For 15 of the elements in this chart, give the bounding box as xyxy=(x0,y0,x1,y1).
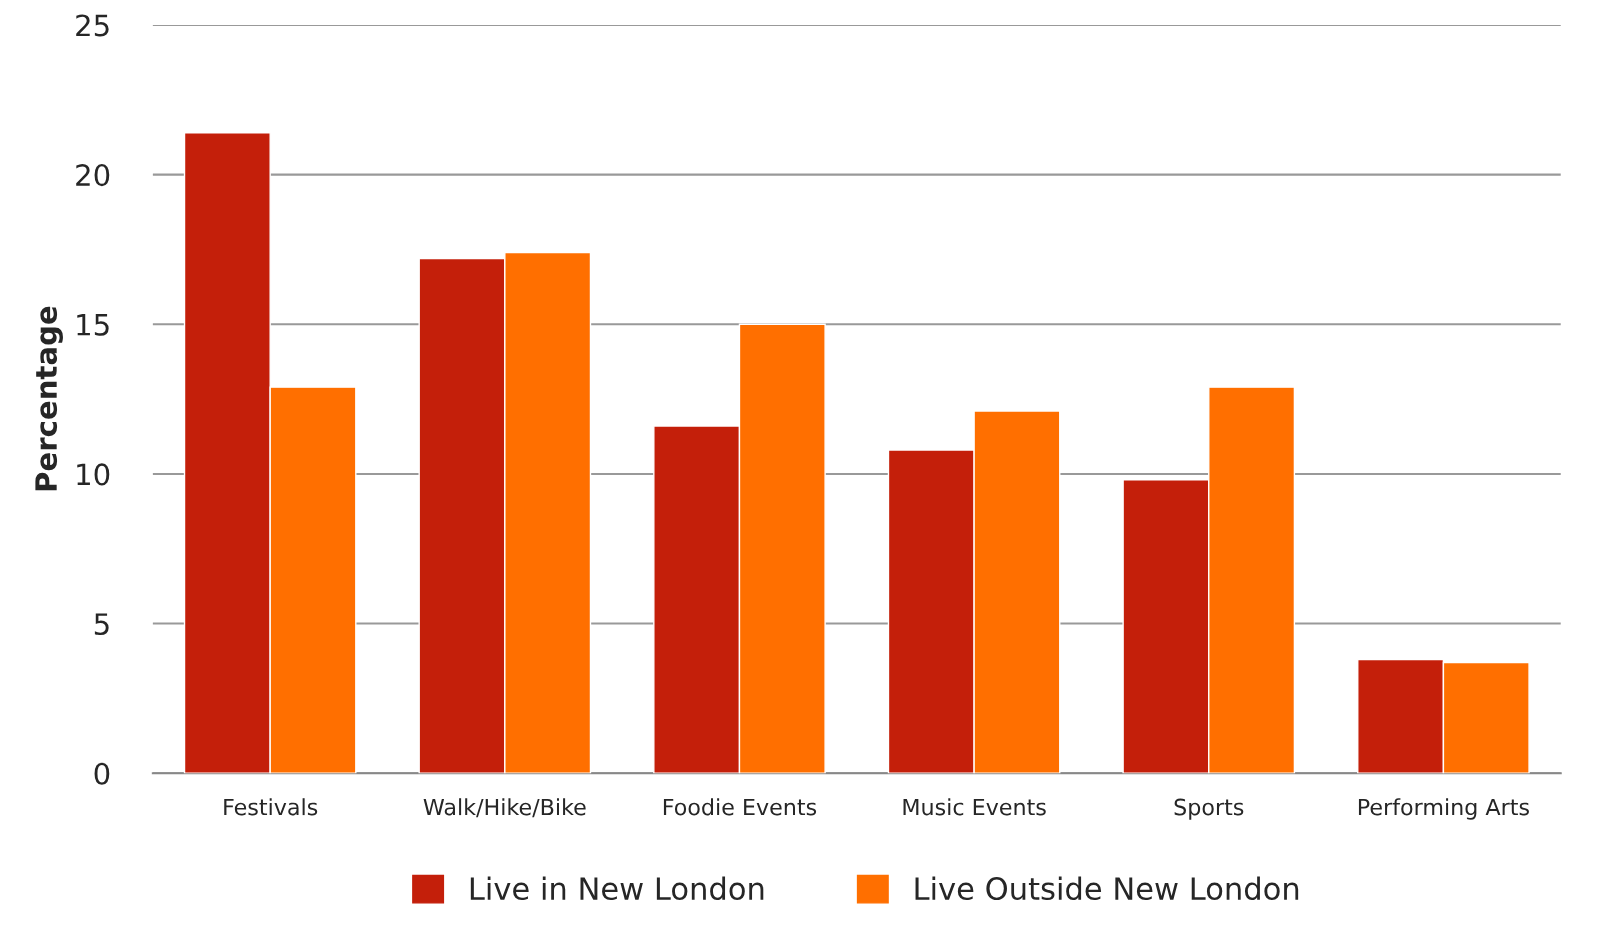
y-axis-title: Percentage xyxy=(35,306,63,491)
x-tick-label: Sports xyxy=(1174,798,1244,820)
x-tick-label: Foodie Events xyxy=(663,798,817,816)
x-tick-label: Walk/Hike/Bike xyxy=(423,798,586,818)
x-tick-label: Festivals xyxy=(224,798,318,816)
y-tick-label: 5 xyxy=(94,613,109,636)
x-tick-label: Music Events xyxy=(903,798,1046,816)
y-tick-label: 10 xyxy=(77,463,110,486)
y-tick-label: 15 xyxy=(77,314,109,336)
legend-label: Live in New London xyxy=(470,876,764,901)
legend-label: Live Outside New London xyxy=(915,876,1299,901)
y-tick-label: 0 xyxy=(94,762,110,785)
x-tick-label: Performing Arts xyxy=(1358,798,1529,820)
y-tick-label: 20 xyxy=(76,164,110,187)
y-tick-label: 25 xyxy=(76,14,109,37)
